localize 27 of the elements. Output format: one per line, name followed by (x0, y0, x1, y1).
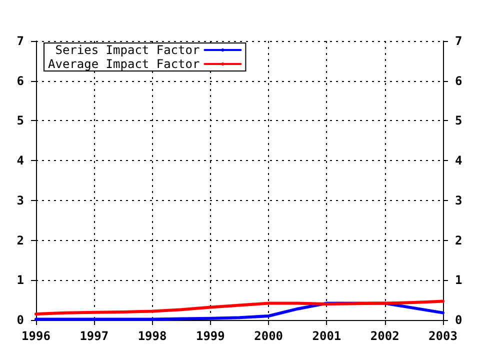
y2-tick-label: 5 (455, 114, 462, 128)
x-tick-label: 2001 (312, 329, 342, 343)
line-series (34, 300, 444, 316)
x-tick-label: 2002 (370, 329, 400, 343)
y2-tick-label: 4 (455, 154, 462, 168)
y2-tick-label: 6 (455, 74, 462, 88)
y-tick-label: 2 (16, 233, 24, 248)
y2-tick-label: 1 (455, 273, 462, 288)
x-tick-label: 1996 (22, 329, 50, 343)
y2-tick-label: 3 (455, 193, 462, 208)
x-tick-label: 1997 (80, 329, 109, 343)
y2-tick-label: 2 (455, 233, 462, 248)
y2-tick-label: 7 (455, 34, 462, 48)
y2-tick-label: 0 (455, 313, 462, 327)
x-tick-label: 2003 (428, 329, 458, 343)
y-tick-label: 0 (16, 313, 24, 327)
y-tick-label: 5 (16, 114, 24, 128)
y-tick-label: 6 (16, 74, 24, 88)
y-tick-label: 3 (16, 193, 24, 208)
y-tick-label: 7 (16, 34, 24, 48)
legend-label: Average Impact Factor (48, 57, 200, 71)
x-tick-label: 1999 (196, 329, 225, 343)
x-tick-label: 1998 (138, 329, 167, 343)
legend-label: Series Impact Factor (55, 43, 200, 57)
x-tick-label: 2000 (254, 329, 284, 343)
y-tick-label: 1 (16, 273, 24, 288)
y-tick-label: 4 (16, 154, 24, 168)
